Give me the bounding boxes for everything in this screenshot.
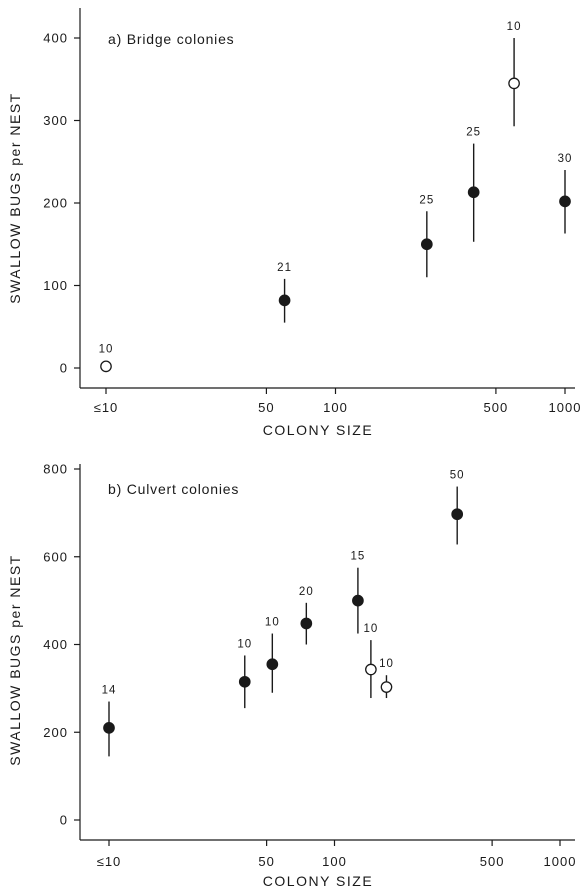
panel-b-sample-size-label: 50 [450,470,465,482]
panel-a-data-point [508,77,520,90]
panel-culvert-colonies: b) Culvert colonies SWALLOW BUGS per NES… [7,462,577,890]
panel-b-y-tick-label: 800 [43,462,68,477]
panel-a-sample-size-label: 25 [419,194,434,206]
panel-b-sample-size-label: 10 [379,658,394,670]
panel-b-y-axis-title: SWALLOW BUGS per NEST [7,554,23,765]
panel-a-sample-size-label: 30 [558,153,573,165]
panel-b-data-point [380,681,393,693]
panel-b-y-tick-label: 200 [43,725,68,740]
panel-a-x-tick-label: 50 [258,400,274,415]
panel-b-sample-size-label: 14 [102,685,117,697]
panel-a-y-tick-label: 300 [43,113,68,128]
panel-a-x-tick-label: ≤10 [94,400,119,415]
panel-a-y-axis-title: SWALLOW BUGS per NEST [7,92,23,303]
panel-b-data-point [352,594,364,607]
panel-b-sample-size-label: 20 [299,586,314,598]
panel-a-y-tick-label: 100 [43,278,68,293]
panel-a-x-tick-label: 500 [484,400,509,415]
panel-a-x-tick-label: 1000 [549,400,582,415]
panel-a-x-tick-label: 100 [323,400,348,415]
panel-b-x-axis-title: COLONY SIZE [263,873,373,889]
panel-b-x-tick-label: 50 [258,854,274,869]
panel-a-x-axis-title: COLONY SIZE [263,422,373,438]
panel-b-data-point [451,508,464,521]
panel-b-data-point [266,658,279,671]
panel-a-data-point [559,195,571,208]
panel-a-sample-size-label: 21 [277,262,292,274]
panel-a-y-tick-label: 0 [60,361,68,376]
panel-a-sample-size-label: 25 [466,127,481,139]
panel-bridge-colonies: a) Bridge colonies SWALLOW BUGS per NEST… [7,8,582,438]
panel-a-data-point [100,360,112,373]
panel-b-x-tick-label: 1000 [544,854,577,869]
panel-b-sample-size-label: 10 [265,617,280,629]
panel-b-data-point [238,675,251,688]
panel-b-data-point [300,617,313,630]
panel-a-sample-size-label: 10 [99,343,114,355]
panel-b-sample-size-label: 10 [237,638,252,650]
panel-a-data-point [420,238,433,251]
panel-a-title: a) Bridge colonies [108,31,234,47]
panel-b-data-point [365,663,377,676]
panel-b-x-tick-label: ≤10 [97,854,122,869]
panel-a-data-point [278,294,291,307]
panel-b-x-tick-label: 100 [322,854,347,869]
panel-b-y-tick-label: 400 [43,637,68,652]
panel-b-sample-size-label: 10 [363,623,378,635]
panel-b-y-tick-label: 0 [60,813,68,828]
panel-b-title: b) Culvert colonies [108,481,239,497]
panel-a-y-tick-label: 400 [43,31,68,46]
panel-b-sample-size-label: 15 [351,551,366,563]
panel-b-x-tick-label: 500 [480,854,505,869]
panel-b-y-tick-label: 600 [43,549,68,564]
panel-a-y-tick-label: 200 [43,196,68,211]
panel-a-sample-size-label: 10 [507,21,522,33]
panel-b-data-point [103,722,115,734]
panel-a-data-point [467,186,480,199]
